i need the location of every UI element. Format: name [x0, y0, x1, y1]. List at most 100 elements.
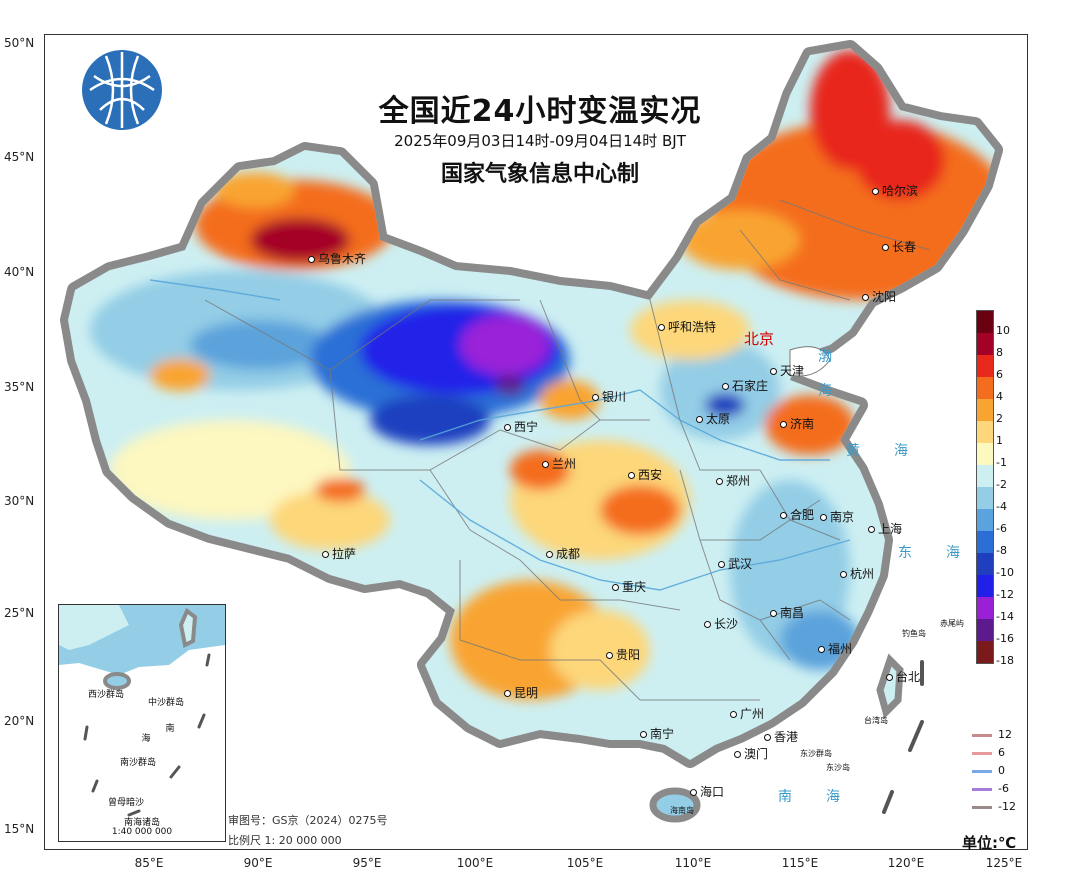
contour-legend-item: 6: [972, 746, 1005, 759]
inset-label: 南沙群岛: [119, 758, 156, 768]
city-label: 南宁: [640, 725, 674, 742]
city-label: 成都: [546, 545, 580, 562]
city-label: 哈尔滨: [872, 182, 918, 199]
legend-tick: -4: [996, 500, 1007, 513]
legend-swatch: [977, 575, 993, 597]
capital-label: 北京: [744, 330, 775, 348]
legend-tick: -16: [996, 632, 1014, 645]
island-label: 东沙岛: [826, 763, 850, 772]
legend-tick: -2: [996, 478, 1007, 491]
city-label: 呼和浩特: [658, 318, 716, 335]
map-agency: 国家气象信息中心制: [440, 162, 639, 187]
island-label: 钓鱼岛: [902, 629, 926, 638]
inset-label: 南: [165, 724, 175, 734]
city-label: 南昌: [770, 604, 804, 621]
map-frame: [44, 34, 1028, 850]
lat-label: 15°N: [4, 822, 35, 836]
lon-label: 105°E: [566, 856, 604, 870]
legend-swatch: [977, 641, 993, 663]
map-scale: 比例尺 1: 20 000 000: [228, 834, 342, 847]
legend-swatch: [977, 531, 993, 553]
hainan-island: [649, 787, 701, 823]
lat-label: 50°N: [4, 36, 35, 50]
lat-label: 20°N: [4, 714, 35, 728]
contour-legend-item: 0: [972, 764, 1005, 777]
city-label: 济南: [780, 415, 814, 432]
legend-swatch: [977, 333, 993, 355]
lon-label: 95°E: [352, 856, 382, 870]
city-label: 海口: [690, 783, 724, 800]
city-label: 昆明: [504, 684, 538, 701]
sea-label: 东 海: [898, 545, 970, 561]
city-label: 石家庄: [722, 377, 768, 394]
legend-swatch: [977, 355, 993, 377]
city-label: 上海: [868, 520, 902, 537]
city-label: 沈阳: [862, 288, 896, 305]
lon-label: 90°E: [243, 856, 273, 870]
contour-legend-label: -6: [998, 782, 1009, 795]
island-label: 赤尾屿: [940, 619, 964, 628]
review-number: 审图号：GS京（2024）0275号: [228, 814, 388, 827]
inset-map: [59, 605, 225, 817]
lon-label: 125°E: [985, 856, 1023, 870]
lat-label: 30°N: [4, 494, 35, 508]
legend-swatch: [977, 553, 993, 575]
island-label: 台湾岛: [864, 716, 888, 725]
city-label: 西安: [628, 466, 662, 483]
city-label: 杭州: [840, 565, 874, 582]
lat-label: 45°N: [4, 150, 35, 164]
contour-legend-label: 12: [998, 728, 1012, 741]
legend-tick: -10: [996, 566, 1014, 579]
legend-tick: -8: [996, 544, 1007, 557]
city-label: 香港: [764, 728, 798, 745]
legend-tick: -12: [996, 588, 1014, 601]
contour-legend-item: -12: [972, 800, 1016, 813]
contour-legend-item: -6: [972, 782, 1009, 795]
city-label: 拉萨: [322, 545, 356, 562]
legend-tick: 8: [996, 346, 1003, 359]
legend-swatch: [977, 421, 993, 443]
legend-swatch: [977, 399, 993, 421]
inset-label: 西沙群岛: [87, 690, 124, 700]
contour-legend-label: 0: [998, 764, 1005, 777]
south-china-sea-inset: 西沙群岛 中沙群岛 南 海 南沙群岛 曾母暗沙 南海诸岛 1:40 000 00…: [58, 604, 226, 842]
lon-label: 120°E: [887, 856, 925, 870]
legend-tick: -14: [996, 610, 1014, 623]
legend-swatch: [977, 443, 993, 465]
city-label: 兰州: [542, 455, 576, 472]
city-label: 长沙: [704, 615, 738, 632]
legend-tick: -1: [996, 456, 1007, 469]
city-label: 贵阳: [606, 646, 640, 663]
sea-label: 渤: [818, 349, 842, 365]
city-label: 台北: [886, 668, 920, 685]
legend-swatch: [977, 487, 993, 509]
lat-label: 35°N: [4, 380, 35, 394]
color-legend: [976, 310, 994, 664]
city-label: 南京: [820, 508, 854, 525]
lon-label: 100°E: [456, 856, 494, 870]
inset-label: 中沙群岛: [147, 698, 184, 708]
city-label: 广州: [730, 705, 764, 722]
lon-label: 110°E: [674, 856, 712, 870]
legend-swatch: [977, 619, 993, 641]
legend-swatch: [977, 465, 993, 487]
city-label: 澳门: [734, 745, 768, 762]
cma-logo-icon: [82, 50, 162, 130]
sea-label: 南 海: [778, 789, 850, 805]
city-label: 乌鲁木齐: [308, 250, 366, 267]
inset-label: 曾母暗沙: [107, 798, 144, 808]
unit-label: 单位:℃: [962, 834, 1017, 852]
legend-swatch: [977, 509, 993, 531]
maritime-boundary-dashes: [882, 660, 924, 814]
legend-tick: 10: [996, 324, 1010, 337]
lat-label: 40°N: [4, 265, 35, 279]
legend-tick: -6: [996, 522, 1007, 535]
legend-tick: 1: [996, 434, 1003, 447]
city-label: 银川: [592, 388, 626, 405]
legend-tick: 6: [996, 368, 1003, 381]
legend-swatch: [977, 377, 993, 399]
inset-label: 海: [141, 734, 151, 744]
legend-swatch: [977, 311, 993, 333]
city-label: 太原: [696, 410, 730, 427]
lon-label: 85°E: [134, 856, 164, 870]
